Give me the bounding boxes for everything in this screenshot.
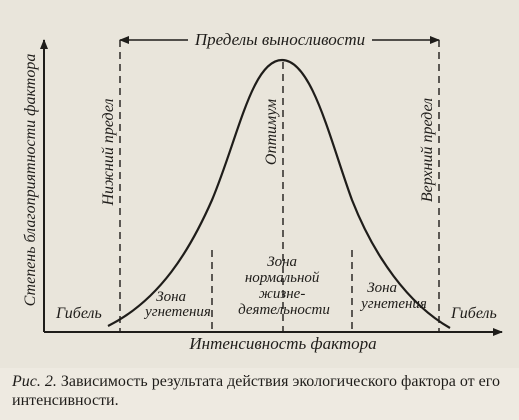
- zone-center-label: Зона нормальной жизне- деятельности: [238, 254, 330, 318]
- zone-left-label: Зона угнетения: [143, 289, 211, 320]
- figure-caption: Рис. 2. Зависимость результата действия …: [12, 372, 512, 410]
- zone-left-line-2: угнетения: [143, 304, 211, 320]
- upper-limit-label: Верхний предел: [419, 98, 436, 202]
- zone-left-line-1: Зона: [156, 289, 186, 305]
- caption-text: Зависимость результата действия экологич…: [12, 373, 500, 409]
- tolerance-diagram: Пределы выносливости Степень благоприятн…: [22, 24, 503, 353]
- optimum-label: Оптимум: [263, 99, 280, 165]
- death-right-label: Гибель: [450, 305, 497, 322]
- lower-limit-label: Нижний предел: [100, 98, 117, 206]
- death-left-label: Гибель: [55, 305, 102, 322]
- tolerance-range-label: Пределы выносливости: [194, 30, 365, 49]
- zone-right-label: Зона угнетения: [359, 280, 427, 312]
- diagram-panel: Пределы выносливости Степень благоприятн…: [22, 24, 503, 353]
- x-axis-label: Интенсивность фактора: [188, 334, 376, 353]
- tolerance-range-label-bg: [188, 24, 372, 50]
- zone-right-line-2: угнетения: [359, 296, 427, 312]
- tolerance-curve: [107, 58, 451, 329]
- zone-center-line-2: нормальной: [245, 270, 320, 286]
- caption-label: Рис. 2.: [12, 373, 57, 390]
- zone-center-line-1: Зона: [267, 254, 297, 270]
- y-axis-label: Степень благоприятности фактора: [22, 54, 39, 307]
- zone-right-line-1: Зона: [367, 280, 397, 296]
- zone-center-line-3: жизне-: [259, 286, 305, 302]
- zone-center-line-4: деятельности: [238, 302, 330, 318]
